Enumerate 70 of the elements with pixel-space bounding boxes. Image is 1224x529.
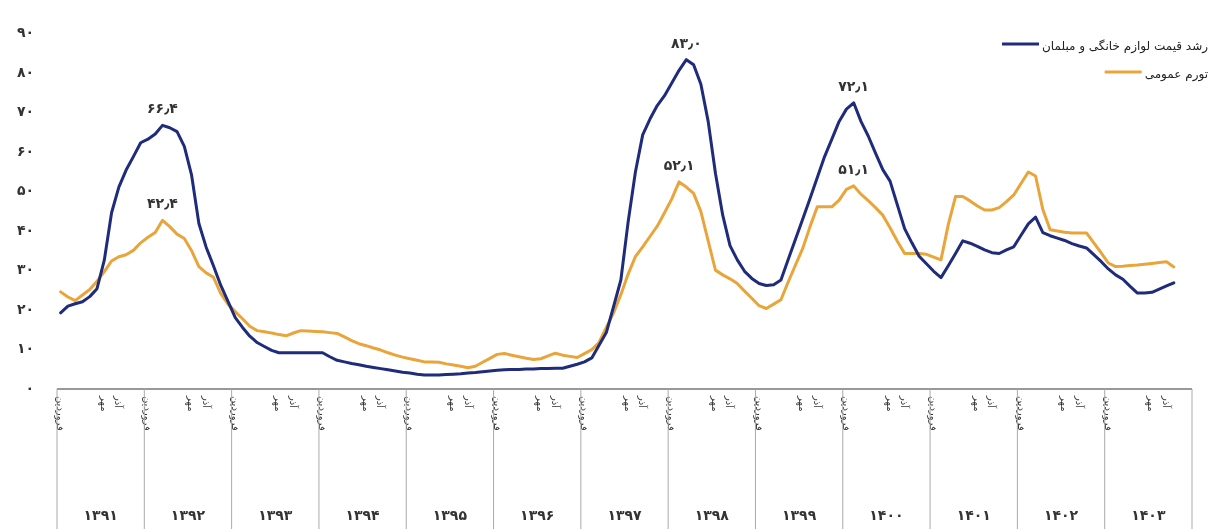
x-tick-label: فروردین	[927, 396, 940, 432]
text: ۱۳۹۲	[170, 507, 206, 523]
x-tick-label: فروردین	[54, 396, 67, 432]
text: ۱۳۹۱	[83, 507, 118, 523]
x-tick-label: مهر	[621, 395, 634, 412]
x-tick-label: آذر	[637, 395, 650, 410]
x-tick-label: فروردین	[316, 396, 329, 432]
y-tick-label: ۹۰	[16, 24, 34, 40]
y-tick-label: ۶۰	[16, 142, 34, 159]
x-tick-label: مهر	[796, 395, 809, 412]
x-tick-label: مهر	[1145, 395, 1158, 412]
y-tick-label: ۸۰	[16, 63, 34, 80]
x-tick-label: آذر	[200, 395, 213, 410]
y-tick-label: ۲۰	[16, 300, 34, 317]
text: ۱۳۹۵	[432, 507, 467, 523]
x-tick-label: آذر	[724, 395, 737, 410]
y-tick-label: ۱۰	[16, 340, 34, 357]
text: ۱۴۰۳	[1131, 507, 1166, 523]
data-label: ۶۶٫۴	[147, 100, 179, 117]
data-label: ۵۲٫۱	[663, 156, 695, 173]
x-tick-label: فروردین	[839, 396, 852, 432]
x-tick-label: آذر	[113, 395, 126, 410]
x-tick-label: مهر	[447, 395, 460, 412]
x-tick-label: مهر	[97, 395, 110, 412]
y-tick-label: ۳۰	[16, 261, 34, 278]
x-tick-label: مهر	[883, 395, 896, 412]
text: ۱۴۰۰	[869, 507, 904, 523]
x-tick-label: فروردین	[752, 396, 765, 432]
x-tick-label: فروردین	[141, 396, 154, 432]
legend-label: تورم عمومی	[1144, 67, 1208, 82]
x-tick-label: آذر	[811, 395, 824, 410]
x-tick-label: آذر	[287, 395, 300, 410]
x-tick-label: فروردین	[403, 396, 416, 432]
legend-label: رشد قیمت لوازم خانگی و مبلمان	[1042, 39, 1209, 54]
x-tick-label: مهر	[708, 395, 721, 412]
text: ۱۴۰۲	[1043, 507, 1079, 523]
x-tick-label: مهر	[1058, 395, 1071, 412]
x-tick-label: فروردین	[577, 396, 590, 432]
x-tick-label: مهر	[970, 395, 983, 412]
text: ۱۳۹۶	[520, 507, 555, 523]
x-tick-label: فروردین	[1014, 396, 1027, 432]
text: ۱۳۹۸	[694, 507, 729, 523]
data-label: ۸۳٫۰	[670, 34, 702, 51]
text: ۱۳۹۳	[258, 507, 293, 523]
x-tick-label: آذر	[375, 395, 388, 410]
x-tick-label: فروردین	[665, 396, 678, 432]
x-tick-label: آذر	[1073, 395, 1086, 410]
x-tick-label: آذر	[986, 395, 999, 410]
y-tick-label: ۷۰	[16, 103, 34, 120]
x-tick-label: فروردین	[490, 396, 503, 432]
x-tick-label: فروردین	[228, 396, 241, 432]
x-tick-label: مهر	[534, 395, 547, 412]
text: ۱۴۰۱	[956, 507, 991, 523]
x-tick-label: آذر	[899, 395, 912, 410]
x-tick-label: فروردین	[1101, 396, 1114, 432]
data-label: ۴۲٫۴	[147, 195, 179, 212]
text: ۱۳۹۹	[782, 507, 817, 523]
x-tick-label: آذر	[462, 395, 475, 410]
x-tick-label: مهر	[359, 395, 372, 412]
data-label: ۵۱٫۱	[838, 160, 870, 177]
y-tick-label: ۰	[25, 380, 34, 396]
x-tick-label: مهر	[272, 395, 285, 412]
x-tick-label: مهر	[185, 395, 198, 412]
y-tick-label: ۴۰	[16, 221, 34, 238]
x-tick-label: آذر	[1161, 395, 1174, 410]
y-tick-label: ۵۰	[16, 182, 34, 199]
x-tick-label: آذر	[549, 395, 562, 410]
text: ۱۳۹۷	[607, 507, 642, 523]
data-label: ۷۲٫۱	[838, 77, 870, 94]
text: ۱۳۹۴	[345, 507, 380, 523]
